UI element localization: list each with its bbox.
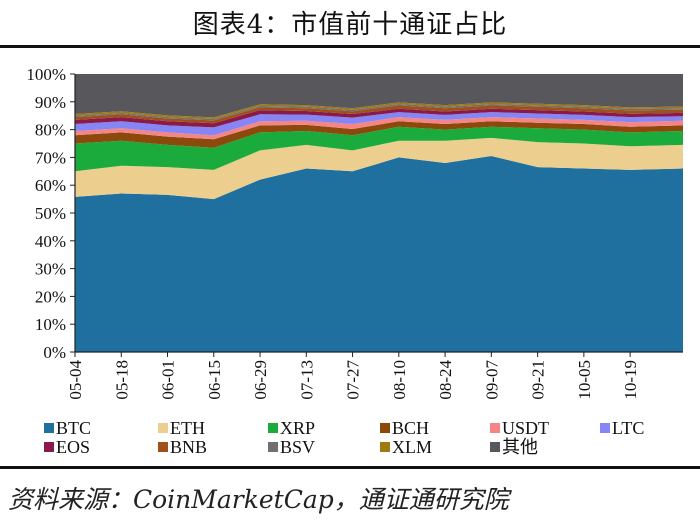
area-其他: [75, 74, 683, 118]
x-tick-label: 06-01: [159, 360, 178, 400]
y-tick-label: 50%: [35, 204, 66, 223]
area-xrp: [75, 126, 683, 172]
legend-swatch-usdt: [490, 423, 500, 433]
legend-swatch-eth: [158, 423, 168, 433]
legend-label-ltc: LTC: [612, 418, 644, 438]
area-btc: [75, 156, 683, 352]
y-tick-label: 20%: [35, 287, 66, 306]
y-tick-label: 40%: [35, 232, 66, 251]
legend-label-xrp: XRP: [280, 418, 315, 438]
legend-swatch-bsv: [268, 442, 278, 452]
legend-swatch-其他: [490, 442, 500, 452]
legend-swatch-eos: [44, 442, 54, 452]
y-tick-label: 90%: [35, 93, 66, 112]
legend-swatch-bch: [380, 423, 390, 433]
x-tick-label: 06-15: [205, 360, 224, 400]
legend-label-bnb: BNB: [170, 437, 207, 457]
area-ltc: [75, 112, 683, 136]
x-tick-label: 10-05: [575, 360, 594, 400]
y-tick-label: 0%: [43, 343, 66, 362]
y-tick-label: 10%: [35, 315, 66, 334]
area-xlm: [75, 102, 683, 119]
legend-swatch-btc: [44, 423, 54, 433]
legend-label-xlm: XLM: [392, 437, 432, 457]
y-tick-label: 80%: [35, 121, 66, 140]
x-tick-label: 09-21: [529, 360, 548, 400]
legend-swatch-ltc: [600, 423, 610, 433]
area-bch: [75, 121, 683, 148]
x-tick-label: 08-24: [436, 360, 455, 400]
area-eos: [75, 108, 683, 128]
x-tick-label: 06-29: [251, 360, 270, 400]
legend-swatch-bnb: [158, 442, 168, 452]
x-tick-label: 10-19: [621, 360, 640, 400]
top-rule: [0, 45, 700, 48]
x-tick-label: 07-27: [344, 360, 363, 400]
y-tick-label: 30%: [35, 260, 66, 279]
y-tick-label: 100%: [26, 65, 66, 84]
legend-label-eos: EOS: [56, 437, 90, 457]
y-tick-label: 60%: [35, 176, 66, 195]
x-tick-label: 05-18: [112, 360, 131, 400]
x-tick-label: 05-04: [66, 360, 85, 400]
x-tick-label: 07-13: [297, 360, 316, 400]
source-note: 资料来源：CoinMarketCap，通证通研究院: [8, 485, 509, 514]
legend-label-bsv: BSV: [280, 437, 315, 457]
legend-label-btc: BTC: [56, 418, 91, 438]
y-tick-label: 70%: [35, 148, 66, 167]
legend-label-其他: 其他: [502, 437, 538, 457]
legend-label-usdt: USDT: [502, 418, 549, 438]
legend-swatch-xlm: [380, 442, 390, 452]
x-tick-label: 08-10: [390, 360, 409, 400]
legend-label-bch: BCH: [392, 418, 429, 438]
area-bsv: [75, 104, 683, 121]
bottom-rule: [0, 466, 700, 469]
area-usdt: [75, 117, 683, 140]
legend-label-eth: ETH: [170, 418, 205, 438]
area-bnb: [75, 105, 683, 124]
figure-title: 图表4：市值前十通证占比: [192, 10, 508, 40]
legend-swatch-xrp: [268, 423, 278, 433]
area-eth: [75, 137, 683, 200]
x-tick-label: 09-07: [482, 360, 501, 400]
